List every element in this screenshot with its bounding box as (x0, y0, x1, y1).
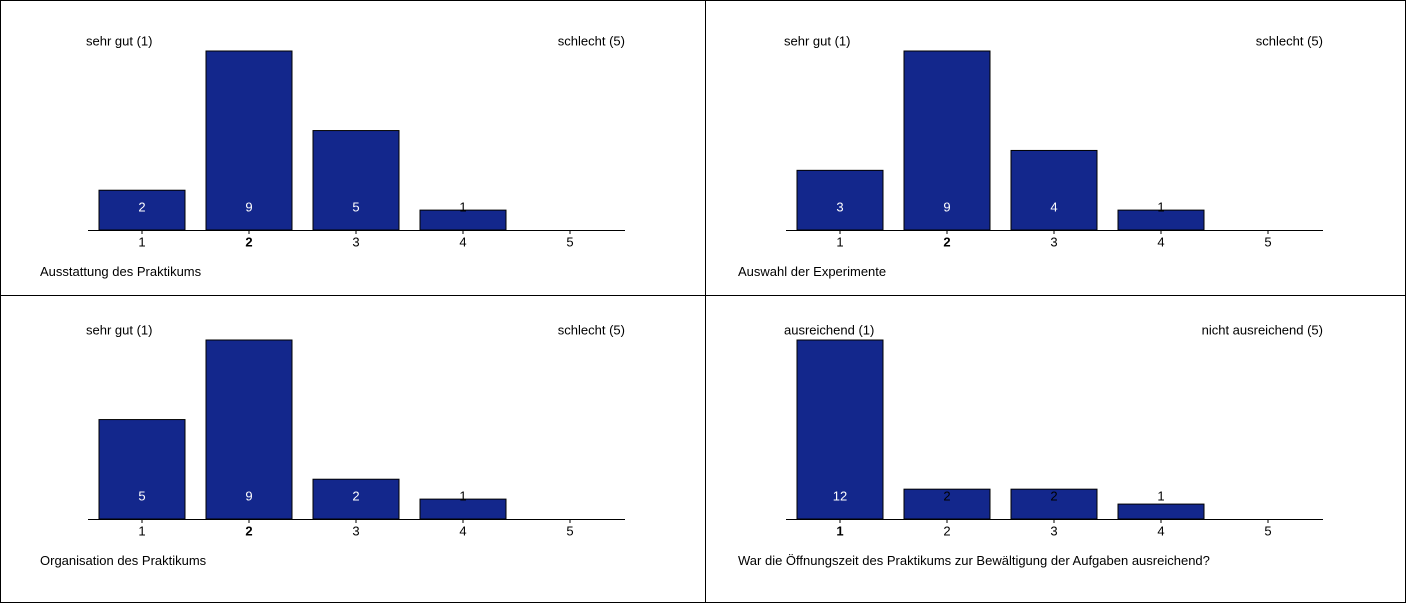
x-tick-label: 2 (245, 523, 252, 538)
bar (205, 50, 293, 231)
value-label: 9 (245, 199, 252, 214)
value-label: 5 (352, 199, 359, 214)
value-label: 1 (1157, 199, 1164, 214)
value-label: 9 (943, 199, 950, 214)
caption: Organisation des Praktikums (40, 553, 207, 568)
value-label: 2 (138, 199, 145, 214)
x-tick-label: 3 (352, 234, 359, 249)
x-tick-label: 3 (1050, 523, 1057, 538)
x-tick-label: 2 (943, 523, 950, 538)
right-label: schlecht (5) (558, 322, 625, 337)
x-tick-label: 5 (1264, 234, 1271, 249)
x-tick-label: 5 (1264, 523, 1271, 538)
x-tick-label: 3 (352, 523, 359, 538)
bar (312, 130, 400, 231)
bar (312, 478, 400, 520)
bar (903, 488, 991, 520)
x-tick-label: 5 (566, 234, 573, 249)
value-label: 1 (459, 199, 466, 214)
value-label: 5 (138, 488, 145, 503)
x-tick-label: 4 (459, 234, 466, 249)
bar (1010, 149, 1098, 231)
x-tick-label: 3 (1050, 234, 1057, 249)
x-tick-label: 4 (459, 523, 466, 538)
caption: Ausstattung des Praktikums (40, 264, 202, 279)
right-label: schlecht (5) (1256, 33, 1323, 48)
x-tick-label: 2 (245, 234, 252, 249)
value-label: 1 (1157, 488, 1164, 503)
value-label: 12 (833, 488, 847, 503)
x-tick-label: 2 (943, 234, 950, 249)
bar (1117, 503, 1205, 520)
bar (98, 419, 186, 520)
left-label: sehr gut (1) (784, 33, 850, 48)
value-label: 9 (245, 488, 252, 503)
value-label: 2 (943, 488, 950, 503)
x-tick-label: 1 (836, 523, 843, 538)
right-label: schlecht (5) (558, 33, 625, 48)
x-tick-label: 4 (1157, 234, 1164, 249)
value-label: 2 (352, 488, 359, 503)
x-tick-label: 1 (138, 234, 145, 249)
right-label: nicht ausreichend (5) (1202, 322, 1323, 337)
x-tick-label: 1 (138, 523, 145, 538)
bar (796, 339, 884, 520)
x-tick-label: 4 (1157, 523, 1164, 538)
bar (205, 339, 293, 520)
bar (796, 169, 884, 231)
caption: Auswahl der Experimente (738, 264, 887, 279)
value-label: 4 (1050, 199, 1057, 214)
caption: War die Öffnungszeit des Praktikums zur … (738, 553, 1210, 568)
bar (98, 189, 186, 231)
bar (1010, 488, 1098, 520)
left-label: sehr gut (1) (86, 322, 152, 337)
x-tick-label: 1 (836, 234, 843, 249)
value-label: 3 (836, 199, 843, 214)
x-tick-label: 5 (566, 523, 573, 538)
value-label: 2 (1050, 488, 1057, 503)
value-label: 1 (459, 488, 466, 503)
left-label: sehr gut (1) (86, 33, 152, 48)
left-label: ausreichend (1) (784, 322, 874, 337)
